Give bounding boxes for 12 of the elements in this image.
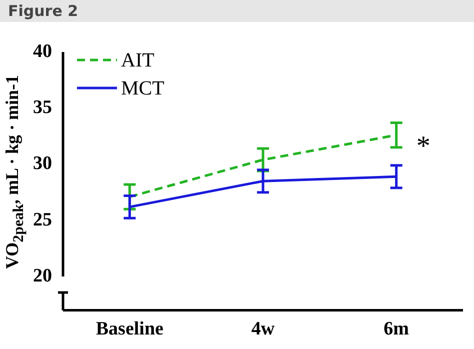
y-tick-label: 25 — [33, 209, 52, 230]
chart-title: Figure 2 — [0, 0, 474, 22]
x-tick-label: 4w — [251, 318, 275, 340]
legend-label: MCT — [121, 77, 164, 100]
x-tick-label: 6m — [384, 318, 410, 340]
y-tick-label: 35 — [33, 97, 52, 118]
y-tick-label: 30 — [33, 153, 52, 174]
y-tick-label: 40 — [33, 40, 52, 62]
legend-label: AIT — [121, 49, 154, 72]
y-tick-label: 20 — [33, 265, 52, 286]
x-tick-label: Baseline — [96, 318, 164, 340]
annotation: * — [416, 131, 430, 162]
